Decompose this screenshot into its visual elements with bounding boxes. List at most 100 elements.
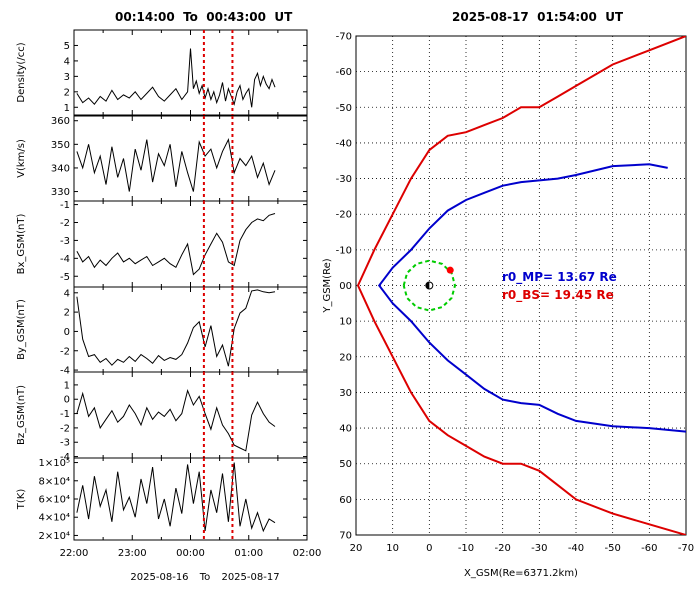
satellite-marker [446, 266, 454, 274]
panel-3: -5 -4 -3 -2 -1 Bx_GSM(nT) [16, 200, 308, 288]
y-tick-label: 40 [339, 424, 352, 435]
data-line [76, 289, 276, 367]
x-tick-label: 01:00 [234, 548, 263, 559]
y-tick-label: -1 [60, 409, 70, 420]
panel-2: 330 340 350 360 V(km/s) [16, 115, 308, 202]
y-tick-label: 4×10⁴ [39, 513, 70, 524]
date-to: To [199, 572, 211, 583]
y-tick-label: 00 [339, 281, 352, 292]
y-tick-label: -1 [60, 200, 70, 211]
y-axis-label: By_GSM(nT) [16, 299, 27, 360]
solar-wind-panels: 1 2 3 4 5 Density(/cc) 330 340 350 360 V(km/s) -5 -4… [16, 29, 308, 542]
date-end: 2025-08-17 [221, 572, 279, 583]
x-tick-label: -70 [678, 543, 694, 554]
y-axis-label: Bx_GSM(nT) [16, 214, 27, 275]
x-tick-label: 20 [350, 543, 363, 554]
x-tick-label: 23:00 [118, 548, 147, 559]
y-tick-label: -2 [60, 423, 70, 434]
y-tick-label: -30 [336, 174, 352, 185]
y-tick-label: 1 [64, 103, 70, 114]
y-tick-label: 6×10⁴ [39, 495, 70, 506]
solar-wind-date-range: 2025-08-16 To 2025-08-17 [130, 572, 279, 583]
y-tick-label: -20 [336, 210, 352, 221]
y-tick-label: 2×10⁴ [39, 531, 70, 542]
title-unit: UT [274, 10, 293, 24]
solar-wind-title: 00:14:00 To 00:43:00 UT [115, 10, 292, 24]
x-tick-label: -50 [604, 543, 620, 554]
y-tick-label: -3 [60, 236, 70, 247]
y-tick-label: 2 [64, 87, 70, 98]
x-tick-label: 22:00 [60, 548, 89, 559]
mp-radius-label: r0_MP= 13.67 Re [502, 270, 617, 285]
panel-4: -4 -2 0 2 4 By_GSM(nT) [16, 286, 308, 377]
y-tick-label: -50 [336, 103, 352, 114]
date-start: 2025-08-16 [130, 572, 188, 583]
y-tick-label: 350 [51, 140, 70, 151]
panel-frame [73, 115, 308, 202]
data-line [76, 213, 276, 276]
y-tick-label: -3 [60, 438, 70, 449]
x-tick-label: 0 [426, 543, 432, 554]
y-tick-label: -10 [336, 245, 352, 256]
mp-title-date: 2025-08-17 [452, 10, 529, 24]
y-tick-label: -4 [60, 452, 70, 463]
y-tick-label: -2 [60, 218, 70, 229]
y-tick-label: 0 [64, 395, 70, 406]
y-tick-label: 30 [339, 388, 352, 399]
data-line [76, 138, 276, 192]
y-tick-label: 4 [64, 288, 70, 299]
y-tick-label: 70 [339, 531, 352, 542]
y-tick-label: 1 [64, 380, 70, 391]
y-tick-label: 50 [339, 459, 352, 470]
x-tick-label: -20 [494, 543, 510, 554]
y-tick-label: 0 [64, 327, 70, 338]
y-tick-label: 3 [64, 72, 70, 83]
title-start-time: 00:14:00 [115, 10, 175, 24]
mp-title-unit: UT [605, 10, 624, 24]
panel-1: 1 2 3 4 5 Density(/cc) [16, 29, 308, 116]
x-tick-label: 00:00 [176, 548, 205, 559]
y-tick-label: -4 [60, 366, 70, 377]
y-tick-label: -2 [60, 346, 70, 357]
orbit-circle [402, 259, 457, 312]
y-axis-label: Bz_GSM(nT) [16, 385, 27, 445]
panel-frame [73, 29, 308, 116]
y-axis-label: Y_GSM(Re) [322, 258, 333, 313]
y-tick-label: 8×10⁴ [39, 476, 70, 487]
panel-frame [73, 457, 308, 541]
data-line [76, 48, 276, 108]
y-axis-label: T(K) [16, 489, 27, 511]
y-tick-label: 10 [339, 317, 352, 328]
y-tick-label: -40 [336, 138, 352, 149]
x-tick-label: -10 [458, 543, 474, 554]
solar-wind-time-axis: 22:00 23:00 00:00 01:00 02:00 [60, 548, 322, 559]
panel-6: 2×10⁴ 4×10⁴ 6×10⁴ 8×10⁴ 1×10⁵ T(K) [16, 457, 308, 542]
y-tick-label: 340 [51, 163, 70, 174]
bow-shock-line [356, 36, 686, 535]
x-tick-label: -40 [568, 543, 584, 554]
data-line [76, 462, 276, 533]
mp-title-time: 01:54:00 [537, 10, 597, 24]
x-axis-label: X_GSM(Re=6371.2km) [464, 568, 578, 579]
y-tick-label: 360 [51, 116, 70, 127]
x-tick-label: 10 [386, 543, 399, 554]
magnetosphere-panel: 20 10 0 -10 -20 -30 -40 -50 -60 -70 -70 -60 -50 -40 -3… [322, 32, 694, 580]
panel-5: -4 -3 -2 -1 0 1 Bz_GSM(nT) [16, 371, 308, 463]
y-tick-label: -5 [60, 272, 70, 283]
magnetopause-line [377, 163, 686, 433]
x-tick-label: 02:00 [293, 548, 322, 559]
magnetosphere-title: 2025-08-17 01:54:00 UT [452, 10, 623, 24]
y-tick-label: 20 [339, 352, 352, 363]
y-tick-label: 4 [64, 56, 70, 67]
data-line [76, 388, 276, 452]
title-end-time: 00:43:00 [206, 10, 266, 24]
y-tick-label: -4 [60, 254, 70, 265]
y-axis-label: Density(/cc) [16, 42, 27, 102]
y-tick-label: 2 [64, 308, 70, 319]
x-tick-label: -60 [641, 543, 657, 554]
panel-frame [73, 286, 308, 373]
y-tick-label: 60 [339, 495, 352, 506]
y-tick-label: 330 [51, 187, 70, 198]
earth-night-side [425, 282, 430, 289]
